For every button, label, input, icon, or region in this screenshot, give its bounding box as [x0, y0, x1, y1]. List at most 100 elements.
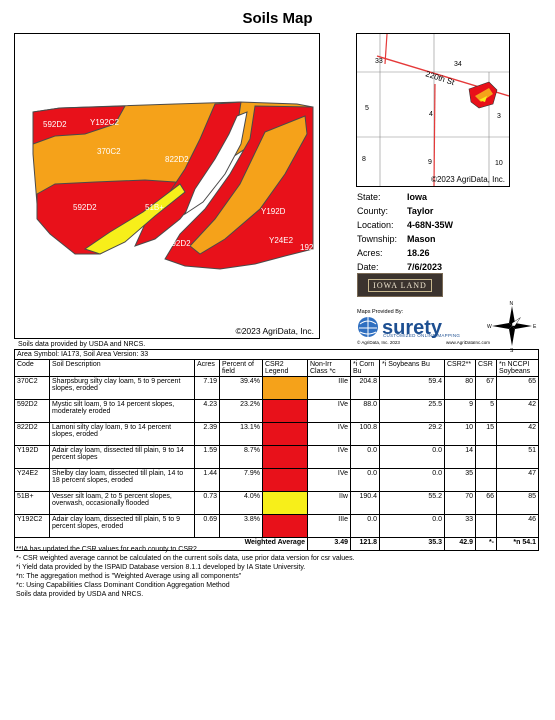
soil-code: Y192D — [14, 445, 50, 469]
corn-bu: 0.0 — [350, 514, 380, 538]
table-row: Y24E2 Shelby clay loam, dissected till pl… — [14, 468, 539, 492]
percent-of-field: 4.0% — [219, 491, 263, 515]
info-label: State: — [357, 192, 381, 202]
surety-tagline: CUSTOMIZED ONLINE MAPPING — [383, 333, 461, 338]
footnote: **IA has updated the CSR values for each… — [16, 546, 199, 553]
col-header: *i Soybeans Bu — [379, 359, 445, 377]
info-label: County: — [357, 206, 389, 216]
info-county: Taylor — [407, 206, 434, 216]
table-header-row: Code Soil Description Acres Percent of f… — [14, 359, 539, 377]
corn-bu: 0.0 — [350, 445, 380, 469]
maps-provided-by: Maps Provided By: — [357, 309, 404, 315]
map-label: 370C2 — [97, 147, 121, 156]
map-label: Y192D — [261, 207, 286, 216]
acres: 0.73 — [194, 491, 220, 515]
nccpi-soybeans: 51 — [496, 445, 539, 469]
weighted-soy: 35.3 — [379, 537, 445, 551]
col-header: Code — [14, 359, 50, 377]
soils-map[interactable]: 592D2 Y192C2 370C2 822D2 592D2 51B+ 592D… — [14, 33, 320, 339]
csr2: 14 — [444, 445, 476, 469]
csr: 67 — [475, 376, 497, 400]
soybeans-bu: 0.0 — [379, 514, 445, 538]
percent-of-field: 13.1% — [219, 422, 263, 446]
nccpi-soybeans: 65 — [496, 376, 539, 400]
col-header: CSR2** — [444, 359, 476, 377]
acres: 2.39 — [194, 422, 220, 446]
soybeans-bu: 55.2 — [379, 491, 445, 515]
section-number: 4 — [429, 111, 433, 118]
soil-code: 370C2 — [14, 376, 50, 400]
soil-polygon-51b[interactable] — [83, 183, 186, 255]
map-label: 1920 — [300, 243, 318, 252]
section-number: 3 — [497, 113, 501, 120]
info-township: Mason — [407, 234, 436, 244]
soil-description: Mystic silt loam, 9 to 14 percent slopes… — [49, 399, 195, 423]
map-copyright: ©2023 AgriData, Inc. — [235, 326, 314, 336]
info-label: Acres: — [357, 248, 383, 258]
agridata-copyright: © AgriData, Inc. 2023 — [357, 340, 400, 345]
weighted-csr2: 42.9 — [444, 537, 476, 551]
non-irr-class: IVe — [307, 399, 351, 423]
location-map[interactable]: 220th St 33 34 5 4 3 8 9 10 ©2023 AgriDa… — [356, 33, 510, 187]
soybeans-bu: 59.4 — [379, 376, 445, 400]
csr: 66 — [475, 491, 497, 515]
acres: 7.19 — [194, 376, 220, 400]
csr2-legend-swatch — [262, 514, 308, 538]
weighted-nccpi: *n 54.1 — [496, 537, 539, 551]
non-irr-class: IIw — [307, 491, 351, 515]
location-map-canvas: 220th St 33 34 5 4 3 8 9 10 — [357, 34, 509, 186]
csr — [475, 514, 497, 538]
soils-map-canvas: 592D2 Y192C2 370C2 822D2 592D2 51B+ 592D… — [32, 101, 318, 270]
csr2: 35 — [444, 468, 476, 492]
svg-text:surety: surety — [382, 317, 443, 339]
corn-bu: 190.4 — [350, 491, 380, 515]
corn-bu: 100.8 — [350, 422, 380, 446]
corn-bu: 204.8 — [350, 376, 380, 400]
soil-polygon-370c2-east[interactable] — [189, 115, 308, 255]
map-label: 592D2 — [43, 120, 67, 129]
weighted-corn: 121.8 — [350, 537, 380, 551]
soil-code: Y192C2 — [14, 514, 50, 538]
csr2: 9 — [444, 399, 476, 423]
table-row: 51B+ Vesser silt loam, 2 to 5 percent slo… — [14, 491, 539, 515]
csr2-legend-swatch — [262, 422, 308, 446]
section-number: 9 — [428, 159, 432, 166]
section-number: 34 — [454, 61, 462, 68]
csr: 15 — [475, 422, 497, 446]
footnote: *- CSR weighted average cannot be calcul… — [16, 555, 355, 562]
non-irr-class: IVe — [307, 445, 351, 469]
csr2-legend-swatch — [262, 468, 308, 492]
footnotes: **IA has updated the CSR values for each… — [16, 545, 355, 599]
soybeans-bu: 25.5 — [379, 399, 445, 423]
col-header: Percent of field — [219, 359, 263, 377]
page-title: Soils Map — [242, 10, 313, 27]
percent-of-field: 39.4% — [219, 376, 263, 400]
map-label: 592D2 — [73, 203, 97, 212]
csr2-legend-swatch — [262, 445, 308, 469]
surety-logo: surety — [358, 317, 443, 339]
percent-of-field: 8.7% — [219, 445, 263, 469]
soil-code: Y24E2 — [14, 468, 50, 492]
col-header: Soil Description — [49, 359, 195, 377]
soil-description: Sharpsburg silty clay loam, 5 to 9 perce… — [49, 376, 195, 400]
info-label: Date: — [357, 262, 379, 272]
acres: 1.44 — [194, 468, 220, 492]
col-header: *n NCCPI Soybeans — [496, 359, 539, 377]
table-row: Y192D Adair clay loam, dissected till pla… — [14, 445, 539, 469]
soil-description: Adair clay loam, dissected till plain, 9… — [49, 445, 195, 469]
svg-text:W: W — [487, 324, 492, 330]
map-label: Y24E2 — [269, 236, 294, 245]
csr2-legend-swatch — [262, 491, 308, 515]
soils-table: Area Symbol: IA173, Soil Area Version: 3… — [14, 349, 539, 551]
non-irr-class: IVe — [307, 468, 351, 492]
agridata-website: www.AgriDataInc.com — [446, 340, 491, 345]
nccpi-soybeans: 47 — [496, 468, 539, 492]
soybeans-bu: 0.0 — [379, 468, 445, 492]
map-label: 592D2 — [167, 239, 191, 248]
csr2-legend-swatch — [262, 399, 308, 423]
table-row: Y192C2 Adair clay loam, dissected till pl… — [14, 514, 539, 538]
section-number: 8 — [362, 156, 366, 163]
soil-code: 592D2 — [14, 399, 50, 423]
csr — [475, 445, 497, 469]
soil-polygon-592d2-north[interactable] — [32, 105, 126, 145]
